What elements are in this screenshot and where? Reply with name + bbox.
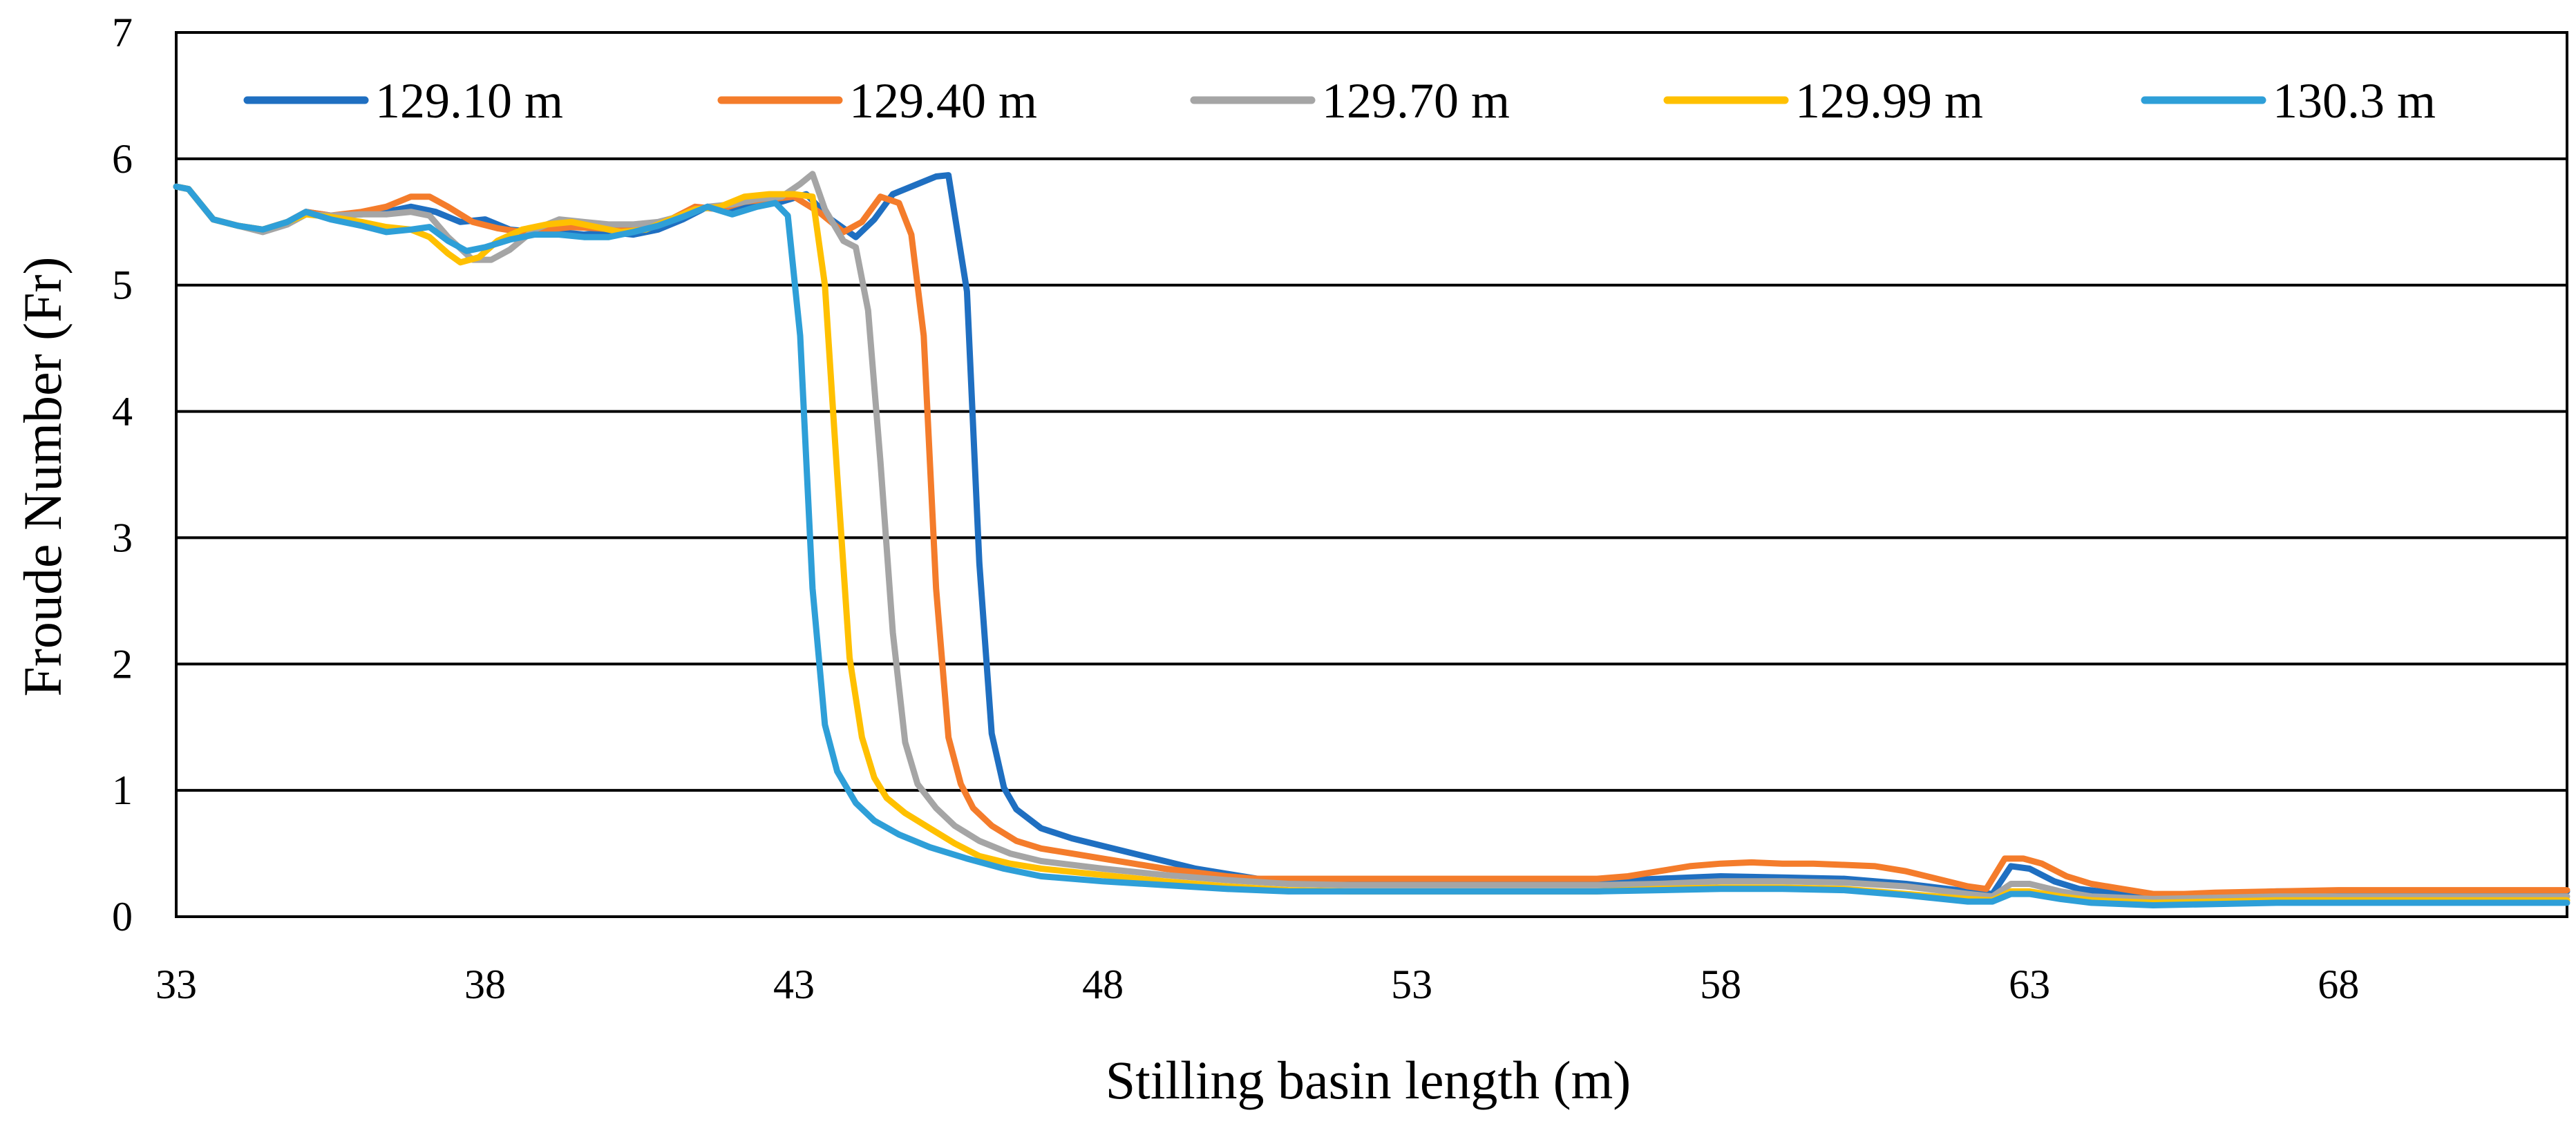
series-line-5	[173, 183, 2570, 908]
x-tick-label: 68	[2318, 962, 2359, 1007]
series-line-3	[173, 171, 2570, 902]
x-tick-labels: 33 38 43 48 53 58 63 68	[155, 962, 2359, 1007]
y-tick-label: 5	[112, 263, 133, 308]
legend-label-4: 129.99 m	[1795, 73, 1983, 128]
y-tick-label: 0	[112, 894, 133, 939]
legend-background	[207, 55, 2488, 142]
y-tick-label: 3	[112, 515, 133, 560]
series-line-1	[173, 172, 2570, 899]
x-tick-label: 33	[155, 962, 197, 1007]
legend-label-1: 129.10 m	[375, 73, 563, 128]
x-tick-label: 43	[773, 962, 815, 1007]
series-lines	[173, 171, 2570, 908]
y-tick-labels: 0 1 2 3 4 5 6 7	[112, 10, 133, 939]
legend-label-2: 129.40 m	[849, 73, 1037, 128]
x-tick-label: 63	[2009, 962, 2050, 1007]
y-tick-label: 7	[112, 10, 133, 55]
series-line-4	[173, 183, 2570, 906]
x-axis-title: Stilling basin length (m)	[1106, 1050, 1631, 1110]
legend: 129.10 m 129.40 m 129.70 m 129.99 m 130.3 m	[207, 55, 2488, 142]
plot-area-frame	[175, 31, 2568, 918]
legend-label-3: 129.70 m	[1322, 73, 1510, 128]
y-tick-label: 1	[112, 767, 133, 813]
y-tick-label: 4	[112, 389, 133, 435]
y-axis-title: Froude Number (Fr)	[12, 257, 73, 697]
x-tick-label: 53	[1391, 962, 1432, 1007]
y-tick-label: 2	[112, 641, 133, 687]
x-tick-label: 38	[464, 962, 506, 1007]
x-tick-label: 58	[1700, 962, 1741, 1007]
y-gridlines	[176, 157, 2567, 792]
y-tick-label: 6	[112, 136, 133, 182]
legend-label-5: 130.3 m	[2273, 73, 2436, 128]
x-tick-label: 48	[1082, 962, 1124, 1007]
series-line-2	[173, 183, 2570, 897]
